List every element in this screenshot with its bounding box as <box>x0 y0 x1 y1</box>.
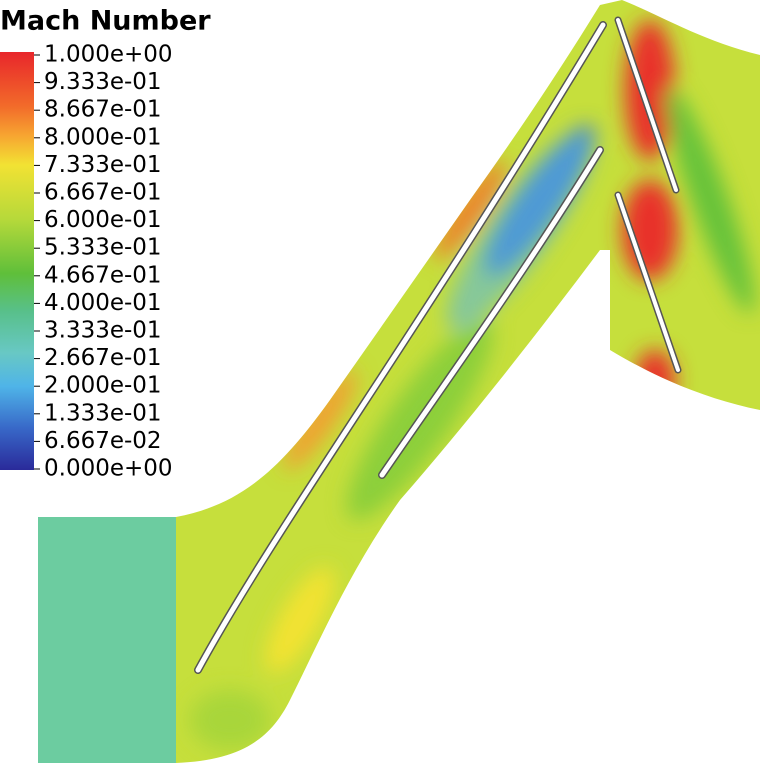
legend-label: 3.333e-01 <box>44 318 162 344</box>
legend-label: 6.000e-01 <box>44 207 162 233</box>
legend-label: 6.667e-01 <box>44 180 162 206</box>
legend-label: 4.667e-01 <box>44 262 162 288</box>
legend: Mach Number 1.000e+009.333e-018.667e-018… <box>0 6 211 482</box>
legend-label: 8.667e-01 <box>44 97 162 123</box>
blades <box>194 16 682 674</box>
color-bar <box>0 52 34 470</box>
legend-label: 1.000e+00 <box>44 42 173 68</box>
legend-label: 2.667e-01 <box>44 345 162 371</box>
legend-title: Mach Number <box>0 6 211 37</box>
flow-field <box>176 0 760 763</box>
legend-label: 8.000e-01 <box>44 124 162 150</box>
legend-label: 9.333e-01 <box>44 69 162 95</box>
legend-label: 0.000e+00 <box>44 456 173 482</box>
legend-label: 6.667e-02 <box>44 428 162 454</box>
legend-label: 4.000e-01 <box>44 290 162 316</box>
legend-label: 5.333e-01 <box>44 235 162 261</box>
legend-label: 1.333e-01 <box>44 400 162 426</box>
inlet-region <box>38 517 176 763</box>
legend-label: 7.333e-01 <box>44 152 162 178</box>
legend-label: 2.000e-01 <box>44 373 162 399</box>
